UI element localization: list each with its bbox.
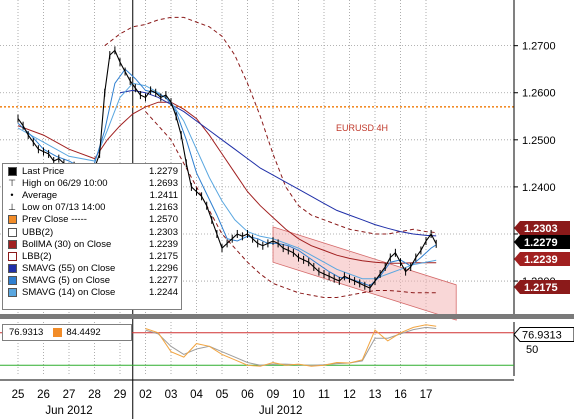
price-tag [514, 221, 570, 235]
legend-swatch-icon [6, 227, 18, 237]
legend-item-smavg5: SMAVG (5) on Close 1.2277 [6, 275, 178, 287]
price-tag [514, 280, 570, 294]
chart-annotation: EURUSD 4H [336, 123, 388, 133]
series-upper_band-line [104, 16, 437, 235]
series-lower_band-line [145, 111, 437, 298]
legend-label: High on 06/29 10:00 [22, 177, 108, 189]
oscillator-value-slow: 76.9313 [9, 327, 44, 338]
low-marker-icon: ⊥ [8, 202, 16, 213]
legend-item-prev_close: Prev Close ----- 1.2570 [6, 214, 178, 226]
legend-item-price: Last Price 1.2279 [6, 165, 178, 177]
average-marker-icon: • [10, 189, 14, 200]
x-tick-label: 12 [343, 389, 356, 401]
legend-item-smavg14: SMAVG (14) on Close 1.2244 [6, 287, 178, 299]
legend-label: SMAVG (14) on Close [22, 287, 116, 299]
legend-item-upper_band: UBB(2) 1.2303 [6, 226, 178, 238]
legend-label: LBB(2) [22, 250, 52, 262]
x-tick-label: 27 [63, 389, 76, 401]
legend-label: BollMA (30) on Close [22, 238, 112, 250]
legend-label: Average [22, 189, 58, 201]
legend-swatch-icon [6, 288, 18, 298]
x-tick-label: 05 [216, 389, 229, 401]
x-tick-label: 26 [37, 389, 50, 401]
time-axis: 25 26 27 28 29 02 03 04 05 06 09 10 11 12 13 16 17 Jun 20… [0, 379, 514, 417]
orange-swatch-icon [53, 328, 63, 337]
price-tag-label: 1.2175 [524, 282, 558, 294]
x-tick-label: 17 [420, 389, 433, 401]
osc-fast-line [145, 324, 437, 367]
legend-swatch-icon [6, 166, 18, 176]
price-tag-label: 1.2303 [524, 223, 558, 235]
x-tick-label: 03 [165, 389, 178, 401]
price-tag-label: 1.2279 [524, 237, 558, 249]
legend-value: 1.2296 [148, 263, 178, 275]
panel-separator [0, 314, 574, 319]
x-tick-label: 13 [369, 389, 382, 401]
legend-item-smavg55: SMAVG (55) on Close 1.2296 [6, 263, 178, 275]
oscillator-panel: 50 76.9313 [0, 322, 574, 376]
legend-label: Last Price [22, 165, 65, 177]
legend-swatch-icon [6, 215, 18, 225]
x-tick-label: 16 [394, 389, 407, 401]
y-tick-label: 1.2700 [522, 41, 556, 53]
x-tick-label: 04 [190, 389, 203, 401]
legend-label: Low on 07/13 14:00 [22, 202, 106, 214]
x-tick-label: 09 [267, 389, 280, 401]
legend-value: 1.2693 [148, 177, 178, 189]
legend-swatch-icon [6, 239, 18, 249]
price-tag [514, 235, 570, 249]
series-bollma-line [17, 101, 437, 264]
osc-value-tag-label: 76.9313 [522, 329, 562, 341]
legend: Last Price 1.2279 ⊤ High on 06/29 10:00 1.26… [2, 163, 182, 310]
legend-item-avg: • Average 1.2411 [6, 189, 178, 201]
legend-value: 1.2277 [148, 275, 178, 287]
downtrend-channel [272, 226, 457, 321]
price-tag [514, 252, 570, 266]
x-tick-label: 28 [88, 389, 101, 401]
legend-label: SMAVG (55) on Close [22, 263, 116, 275]
x-tick-label: 29 [114, 389, 127, 401]
legend-value: 1.2175 [148, 250, 178, 262]
oscillator-value-fast: 84.4492 [66, 327, 101, 338]
legend-value: 1.2570 [148, 214, 178, 226]
legend-label: SMAVG (5) on Close [22, 275, 110, 287]
high-marker-icon: ⊤ [8, 177, 16, 188]
legend-swatch-icon [6, 264, 18, 274]
legend-swatch-icon [6, 251, 18, 261]
legend-value: 1.2244 [148, 287, 178, 299]
channel-area [272, 226, 457, 321]
x-tick-label: 02 [139, 389, 152, 401]
osc-value-tag [513, 326, 574, 342]
legend-item-low: ⊥ Low on 07/13 14:00 1.2163 [6, 202, 178, 214]
legend-value: 1.2279 [148, 165, 178, 177]
x-tick-label: 11 [318, 389, 330, 401]
legend-value: 1.2239 [148, 238, 178, 250]
legend-value: 1.2303 [148, 226, 178, 238]
legend-item-lower_band: LBB(2) 1.2175 [6, 250, 178, 262]
legend-item-bollma: BollMA (30) on Close 1.2239 [6, 238, 178, 250]
legend-item-high: ⊤ High on 06/29 10:00 1.2693 [6, 177, 178, 189]
x-tick-label: 25 [12, 389, 25, 401]
x-tick-label: 06 [241, 389, 254, 401]
x-tick-label: 10 [292, 389, 305, 401]
x-group-label: Jul 2012 [259, 405, 302, 417]
legend-label: UBB(2) [22, 226, 54, 238]
legend-swatch-icon [6, 276, 18, 286]
osc-y-tick-label: 50 [526, 344, 538, 356]
legend-value: 1.2163 [148, 202, 178, 214]
y-tick-label: 1.2400 [522, 182, 556, 194]
x-group-label: Jun 2012 [45, 405, 92, 417]
y-tick-label: 1.2600 [522, 88, 556, 100]
legend-value: 1.2411 [149, 189, 178, 201]
y-tick-label: 1.2500 [522, 135, 556, 147]
price-tag-label: 1.2239 [524, 254, 558, 266]
legend-label: Prev Close ----- [22, 214, 87, 226]
oscillator-legend: 76.9313 84.4492 [2, 324, 132, 341]
